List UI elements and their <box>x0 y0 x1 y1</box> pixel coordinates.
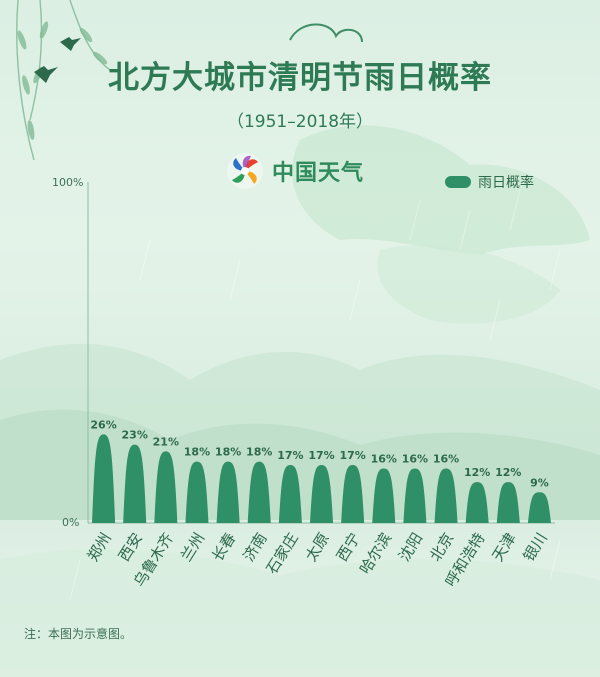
bar-西宁 <box>341 465 365 523</box>
data-label: 16% <box>371 452 397 465</box>
bar-天津 <box>496 482 520 523</box>
data-label: 16% <box>402 452 428 465</box>
category-label: 兰州 <box>177 530 208 565</box>
bar-太原 <box>309 465 334 523</box>
bar-济南 <box>247 461 271 523</box>
data-label: 17% <box>277 449 303 462</box>
data-label: 17% <box>339 449 365 462</box>
bar-郑州 <box>92 434 116 523</box>
category-label: 西安 <box>115 530 146 565</box>
data-label: 18% <box>246 446 272 459</box>
data-label: 16% <box>433 452 459 465</box>
page-subtitle: （1951–2018年） <box>226 112 374 132</box>
brand-name: 中国天气 <box>272 161 365 186</box>
category-label: 郑州 <box>84 530 115 565</box>
bar-西安 <box>123 444 147 523</box>
y-tick-max: 100% <box>52 176 84 189</box>
bar-银川 <box>527 492 551 523</box>
legend-label: 雨日概率 <box>478 175 534 191</box>
data-label: 18% <box>184 446 210 459</box>
data-label: 21% <box>153 435 179 448</box>
category-label: 长春 <box>208 530 239 565</box>
data-label: 26% <box>90 418 116 431</box>
footnote: 注：本图为示意图。 <box>24 627 133 641</box>
bar-呼和浩特 <box>465 482 489 523</box>
category-label: 太原 <box>302 530 333 565</box>
page-title: 北方大城市清明节雨日概率 <box>108 60 492 96</box>
bar-北京 <box>434 468 458 523</box>
y-tick-min: 0% <box>62 516 80 529</box>
bar-兰州 <box>185 461 209 523</box>
category-label: 西宁 <box>333 530 364 565</box>
category-label: 天津 <box>489 530 520 565</box>
category-label: 银川 <box>520 530 551 565</box>
data-label: 17% <box>308 449 334 462</box>
bar-哈尔滨 <box>372 468 396 523</box>
category-label: 哈尔滨 <box>356 530 395 578</box>
data-label: 18% <box>215 446 241 459</box>
data-label: 12% <box>464 466 490 479</box>
bar-沈阳 <box>403 468 427 523</box>
brand-logo: 中国天气 <box>226 152 364 190</box>
bar-乌鲁木齐 <box>154 451 178 523</box>
category-label: 北京 <box>426 530 457 565</box>
chart-legend: 雨日概率 <box>445 172 534 192</box>
category-label: 沈阳 <box>395 530 426 565</box>
bar-石家庄 <box>278 465 302 523</box>
data-label: 23% <box>122 429 148 442</box>
category-label: 济南 <box>239 530 270 565</box>
category-label: 石家庄 <box>263 530 302 578</box>
bar-长春 <box>216 461 240 523</box>
data-label: 9% <box>530 476 549 489</box>
data-label: 12% <box>495 466 521 479</box>
legend-swatch <box>445 176 471 188</box>
pinwheel-logo-icon <box>227 153 263 189</box>
